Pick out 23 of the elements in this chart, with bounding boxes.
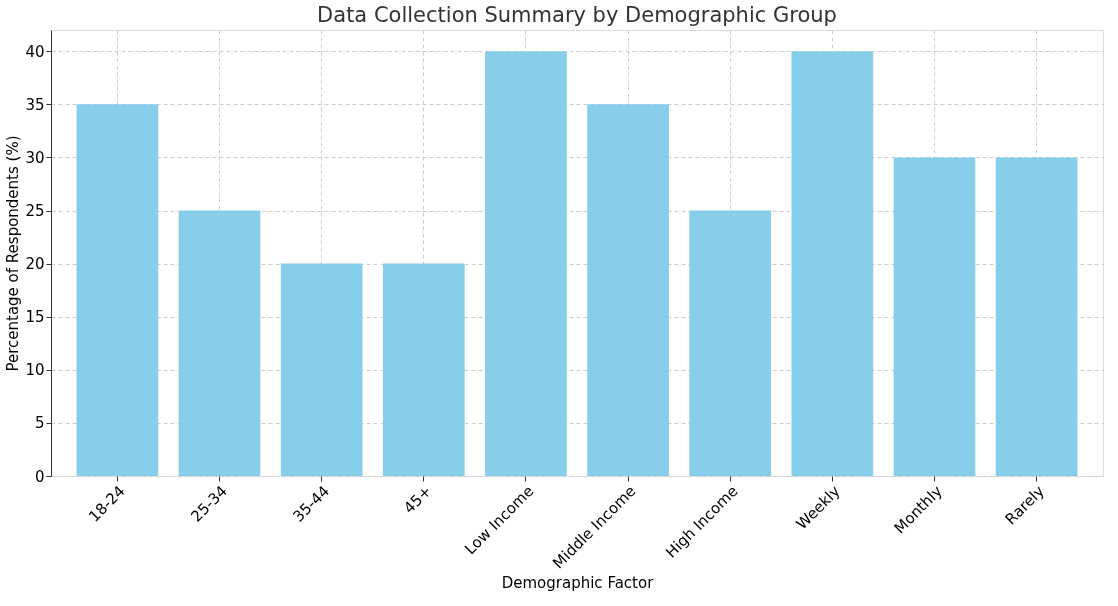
x-axis-title: Demographic Factor [501, 573, 655, 592]
y-tick-label: 40 [25, 42, 45, 61]
bar [280, 263, 363, 476]
chart-title: Data Collection Summary by Demographic Group [317, 3, 837, 27]
x-tick-label: 45+ [400, 482, 436, 518]
y-tick-label: 10 [25, 361, 45, 380]
bar [76, 104, 159, 476]
bar [995, 157, 1078, 476]
y-tick-label: 25 [25, 202, 45, 221]
y-tick-label: 15 [25, 308, 45, 327]
y-tick-label: 20 [25, 255, 45, 274]
bar [382, 263, 465, 476]
bar [893, 157, 976, 476]
bar [587, 104, 669, 476]
y-tick-label: 35 [25, 95, 45, 114]
bar [689, 210, 772, 476]
y-axis-title: Percentage of Respondents (%) [4, 135, 23, 372]
y-tick-label: 30 [25, 148, 45, 167]
bar [485, 51, 567, 476]
bar [178, 210, 261, 476]
bar [791, 51, 874, 476]
y-tick-label: 5 [34, 414, 45, 433]
y-tick-label: 0 [34, 467, 45, 486]
